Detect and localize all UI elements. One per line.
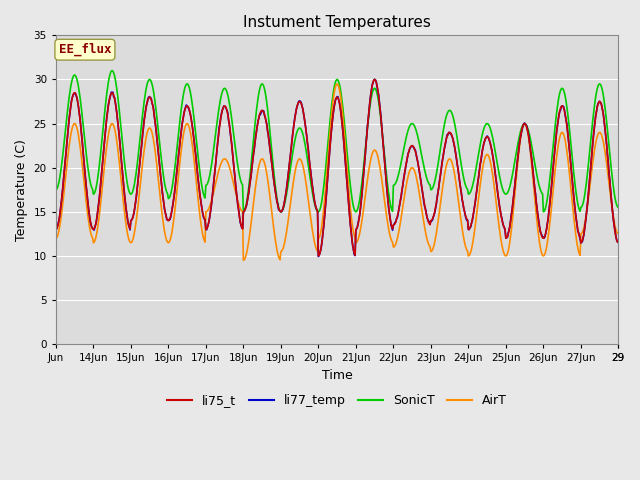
- li75_t: [423, 214, 431, 220]
- li75_t: [371, 77, 378, 83]
- Line: AirT: AirT: [56, 84, 618, 260]
- SonicT: [207, 164, 215, 169]
- li77_temp: [207, 208, 214, 214]
- li77_temp: [614, 239, 621, 245]
- SonicT: [121, 160, 129, 166]
- li75_t: [614, 239, 621, 245]
- li77_temp: [423, 214, 431, 220]
- Line: li77_temp: li77_temp: [56, 79, 618, 256]
- AirT: [120, 203, 127, 209]
- Title: Instument Temperatures: Instument Temperatures: [243, 15, 431, 30]
- li77_temp: [371, 76, 378, 82]
- Y-axis label: Temperature (C): Temperature (C): [15, 139, 28, 240]
- AirT: [62, 170, 70, 176]
- SonicT: [614, 204, 621, 210]
- SonicT: [52, 187, 60, 192]
- li75_t: [314, 253, 322, 259]
- SonicT: [239, 209, 247, 215]
- SonicT: [62, 122, 70, 128]
- Legend: li75_t, li77_temp, SonicT, AirT: li75_t, li77_temp, SonicT, AirT: [162, 389, 512, 412]
- AirT: [52, 235, 60, 241]
- li77_temp: [177, 132, 185, 138]
- li75_t: [406, 144, 414, 150]
- X-axis label: Time: Time: [322, 369, 353, 382]
- AirT: [177, 150, 185, 156]
- Line: SonicT: SonicT: [56, 71, 618, 212]
- li75_t: [62, 149, 70, 155]
- Line: li75_t: li75_t: [56, 80, 618, 256]
- AirT: [239, 257, 247, 263]
- SonicT: [406, 122, 414, 128]
- li75_t: [52, 227, 60, 232]
- li75_t: [177, 132, 185, 137]
- AirT: [614, 230, 621, 236]
- Text: EE_flux: EE_flux: [59, 43, 111, 56]
- li77_temp: [52, 226, 60, 232]
- AirT: [406, 166, 414, 172]
- li75_t: [120, 184, 127, 190]
- SonicT: [423, 176, 431, 182]
- li77_temp: [62, 151, 70, 156]
- li77_temp: [120, 184, 127, 190]
- li77_temp: [314, 253, 322, 259]
- SonicT: [178, 103, 186, 109]
- AirT: [423, 236, 431, 242]
- AirT: [333, 81, 341, 87]
- SonicT: [108, 68, 116, 73]
- li77_temp: [406, 144, 414, 150]
- AirT: [207, 201, 214, 207]
- li75_t: [207, 208, 214, 214]
